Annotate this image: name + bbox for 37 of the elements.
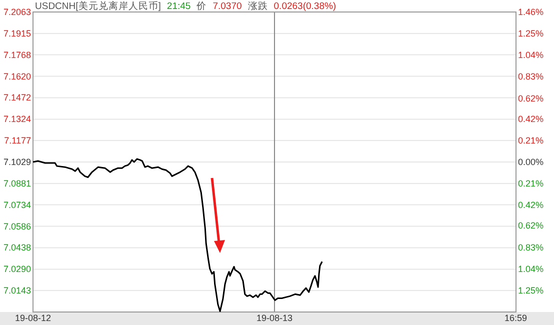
x-tick-label: 19-08-13 xyxy=(256,313,293,323)
y-tick-label: 7.0586 xyxy=(3,221,31,232)
y2-tick-label: 1.25% xyxy=(518,285,544,296)
y2-tick-label: 0.42% xyxy=(518,200,544,210)
y-tick-label: 7.0734 xyxy=(3,200,31,210)
text: 0.0263(0.38%) xyxy=(274,1,336,12)
text: 涨跌 xyxy=(248,0,268,12)
y2-tick-label: 0.83% xyxy=(518,242,544,252)
y-tick-label: 7.1472 xyxy=(3,92,31,103)
y2-tick-label: 0.62% xyxy=(518,93,544,104)
y-tick-label: 7.1029 xyxy=(3,157,31,167)
chart-title: USDCNH[美元兑离岸人民币] xyxy=(35,0,161,12)
y2-tick-label: 0.00% xyxy=(518,157,544,167)
y-tick-label: 7.0881 xyxy=(3,178,31,188)
y-tick-label: 7.1177 xyxy=(4,136,31,146)
x-tick-label: 16:59 xyxy=(504,313,528,323)
y-tick-label: 7.1768 xyxy=(3,50,31,60)
y2-tick-label: 0.21% xyxy=(518,178,544,189)
y-tick-label: 7.0438 xyxy=(3,242,31,253)
y-tick-label: 7.1915 xyxy=(3,28,31,38)
text: 21:45 xyxy=(166,1,191,12)
y-tick-label: 7.0143 xyxy=(3,286,31,296)
x-tick-label: 19-08-12 xyxy=(14,313,52,323)
y2-tick-label: 0.62% xyxy=(518,220,544,231)
y2-tick-label: 1.04% xyxy=(518,264,544,274)
y2-tick-label: 1.46% xyxy=(518,7,544,17)
y-tick-label: 7.1620 xyxy=(3,71,31,82)
y2-tick-label: 1.25% xyxy=(518,28,544,39)
y2-tick-label: 0.42% xyxy=(518,114,544,124)
y-tick-label: 7.1324 xyxy=(3,114,31,124)
text: 价 xyxy=(196,0,207,12)
text: 7.0370 xyxy=(212,1,242,12)
y2-tick-label: 0.21% xyxy=(518,135,544,146)
y2-tick-label: 1.04% xyxy=(518,50,544,60)
y2-tick-label: 0.83% xyxy=(518,72,544,82)
y-tick-label: 7.0290 xyxy=(3,264,31,274)
y-tick-label: 7.2063 xyxy=(3,7,31,17)
